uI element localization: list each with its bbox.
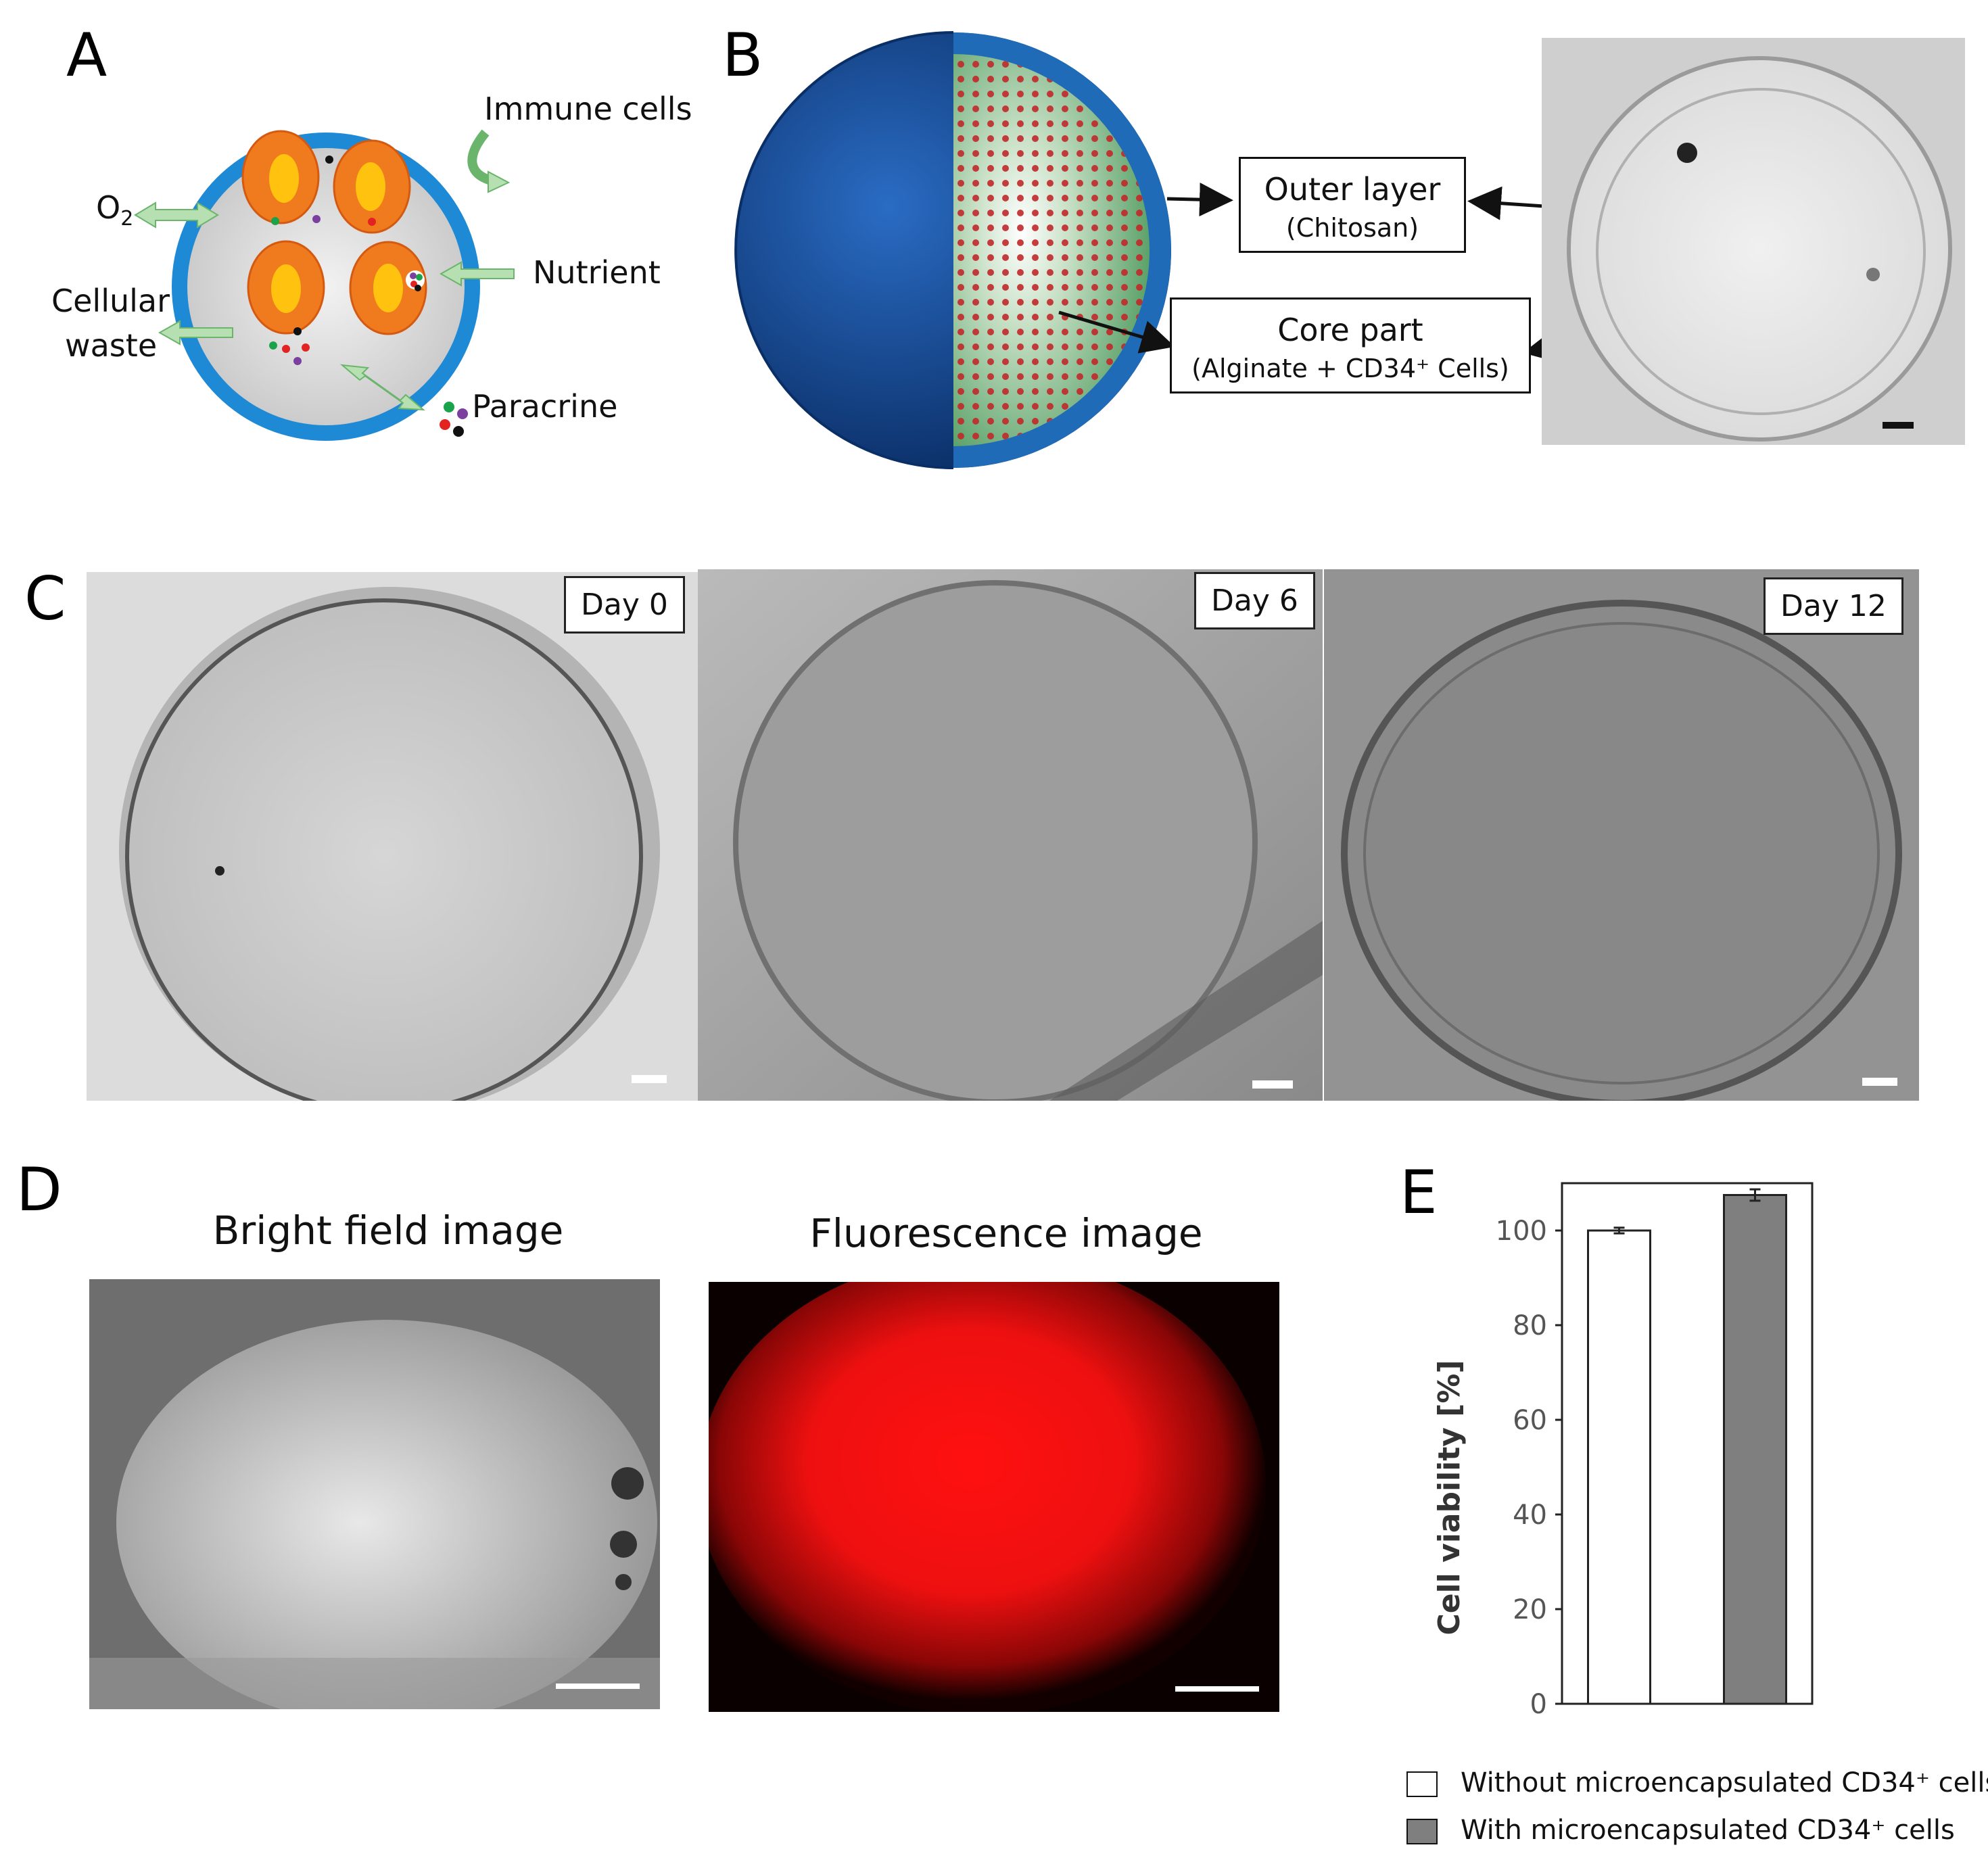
panel-c-letter: C [24, 564, 66, 634]
outer-layer-title: Outer layer [1264, 171, 1441, 208]
y-tick-label: 80 [1513, 1310, 1547, 1341]
legend-label-without: Without microencapsulated CD34⁺ cells [1461, 1767, 1988, 1798]
capsule-3d-cutaway [734, 31, 1171, 469]
plot-frame [1561, 1182, 1814, 1705]
c-day0-image [87, 572, 698, 1101]
cell-2 [333, 139, 411, 234]
cell-3 [247, 240, 325, 335]
y-axis-label: Cell viability [%] [1432, 1360, 1467, 1635]
fluorescence-title: Fluorescence image [809, 1210, 1203, 1256]
panel-a-letter: A [66, 20, 108, 90]
paracrine-arrow [339, 364, 425, 411]
b-micrograph [1542, 38, 1965, 445]
day0-label: Day 0 [564, 576, 685, 634]
panel-d-letter: D [16, 1155, 62, 1224]
c-day6-image [698, 569, 1323, 1101]
label-immune-cells: Immune cells [484, 91, 692, 127]
y-tick-label: 60 [1513, 1405, 1547, 1436]
bright-field-title: Bright field image [212, 1208, 564, 1254]
core-part-box: Core part (Alginate + CD34⁺ Cells) [1170, 297, 1531, 393]
legend-label-with: With microencapsulated CD34⁺ cells [1461, 1815, 1955, 1846]
bar-0 [1587, 1229, 1651, 1705]
immune-arrow [467, 129, 511, 193]
label-cellular: Cellular [51, 283, 170, 319]
o2-arrow [134, 201, 219, 229]
bar-1 [1723, 1194, 1787, 1705]
label-waste: waste [65, 327, 158, 364]
y-tick-label: 40 [1513, 1500, 1547, 1531]
outer-layer-box: Outer layer (Chitosan) [1239, 157, 1466, 253]
y-tick-label: 0 [1530, 1689, 1547, 1720]
day12-label: Day 12 [1764, 577, 1903, 635]
cell-4 [349, 241, 427, 335]
label-o2: O2 [96, 189, 134, 231]
bright-field-image [89, 1279, 660, 1709]
nutrient-arrow [439, 261, 515, 287]
c-day12-image [1324, 569, 1919, 1101]
capsule-diagram [134, 129, 515, 441]
label-nutrient: Nutrient [533, 254, 661, 291]
core-part-title: Core part [1277, 312, 1423, 348]
waste-arrow [158, 320, 233, 345]
day6-label: Day 6 [1194, 572, 1315, 629]
cell-1 [241, 130, 320, 224]
legend-swatch-with [1406, 1819, 1438, 1844]
fluorescence-image [709, 1282, 1279, 1712]
outer-layer-subtitle: (Chitosan) [1285, 213, 1419, 243]
label-paracrine: Paracrine [472, 388, 618, 425]
panel-e-letter: E [1400, 1157, 1438, 1227]
core-part-subtitle: (Alginate + CD34⁺ Cells) [1191, 354, 1509, 383]
viability-bar-chart: 0 20 40 60 80 100 Cell viability [%] [1432, 1182, 1814, 1720]
panel-b-letter: B [722, 20, 763, 90]
legend-swatch-without [1406, 1771, 1438, 1797]
y-tick-label: 100 [1496, 1216, 1547, 1247]
y-tick-label: 20 [1513, 1594, 1547, 1625]
